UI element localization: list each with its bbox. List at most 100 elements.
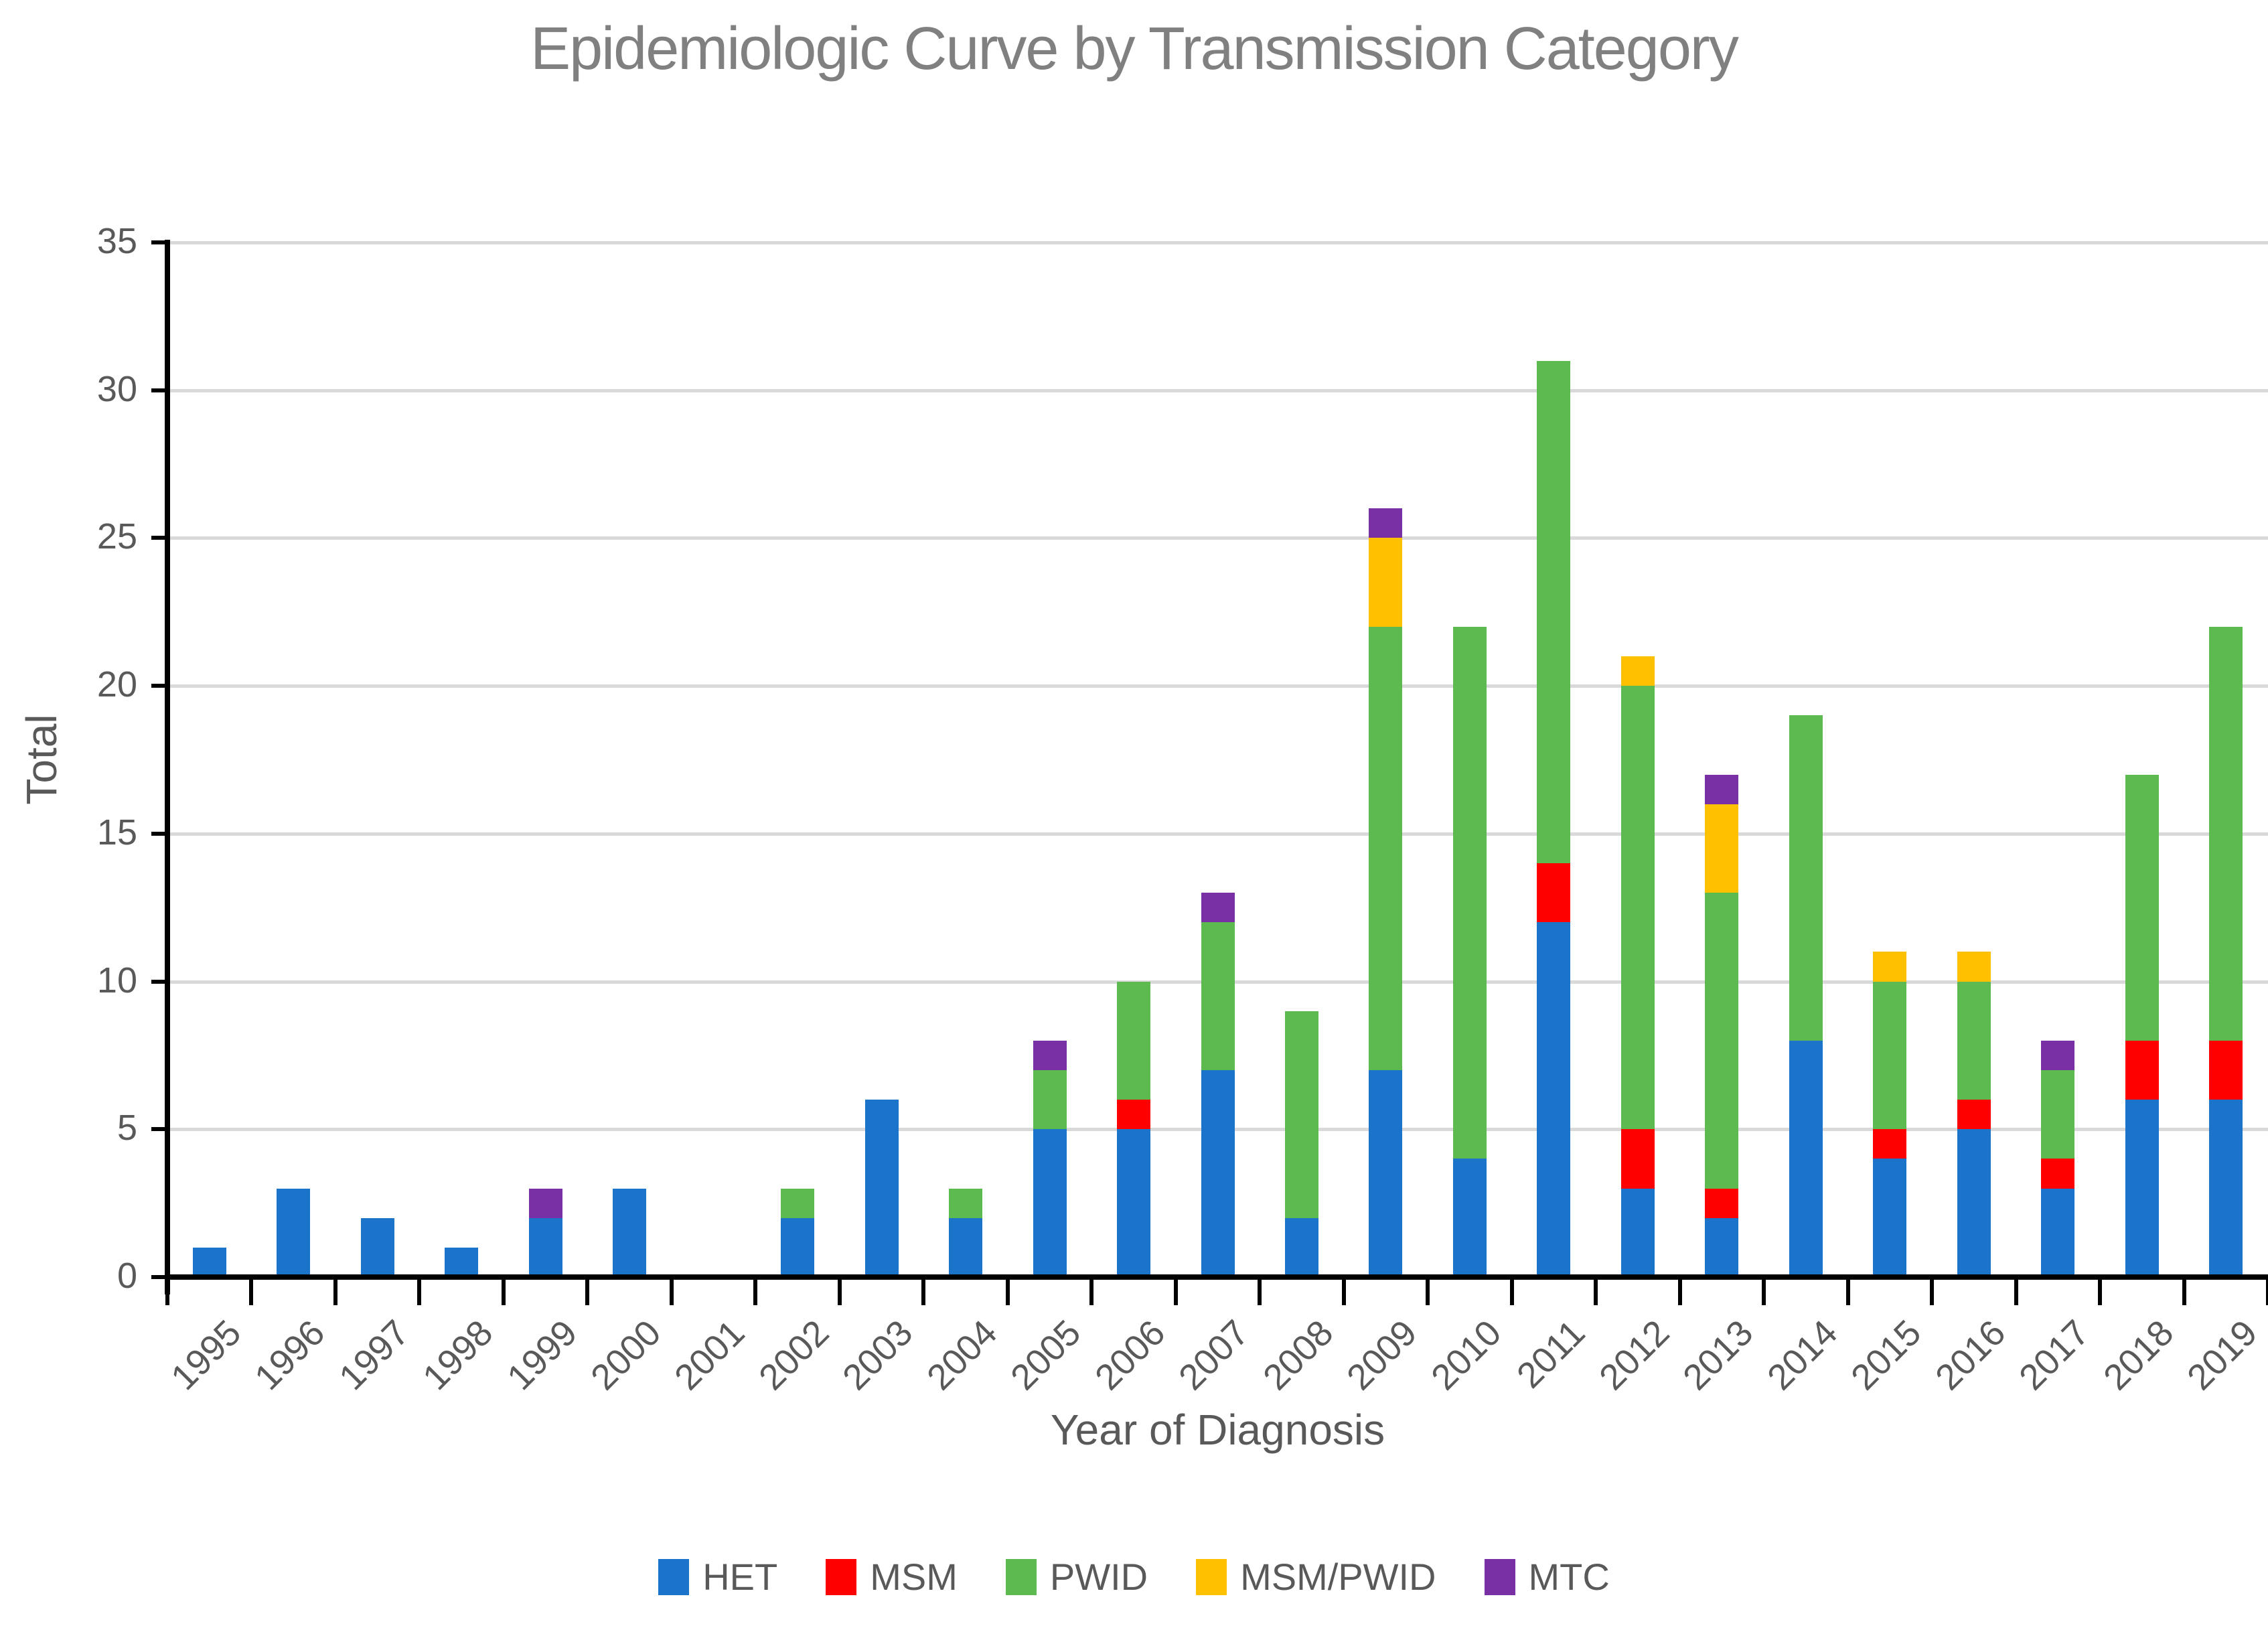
x-tick-18 [1677,1280,1682,1305]
x-tick-label-text-1997: 1997 [331,1312,417,1398]
y-tick-25 [151,536,167,540]
x-tick-8 [837,1280,842,1305]
x-tick-label-text-2001: 2001 [667,1312,753,1398]
bar-segment-PWID-2012 [1620,686,1655,1130]
legend-label-HET: HET [702,1556,778,1598]
y-tick-35 [151,240,167,244]
y-tick-label-30: 30 [96,368,137,409]
bar-segment-MSM-2013 [1705,1188,1739,1218]
y-tick-15 [151,831,167,836]
bar-segment-MSM-2018 [2125,1040,2159,1100]
bar-segment-PWID-2015 [1873,981,1907,1130]
bar-segment-HET-2007 [1201,1070,1235,1277]
x-tick-label-text-2019: 2019 [2180,1312,2265,1398]
bar-segment-HET-2004 [949,1217,983,1277]
x-tick-5 [585,1280,590,1305]
bar-segment-PWID-2013 [1705,893,1739,1189]
x-tick-22 [2014,1280,2018,1305]
bar-segment-HET-2003 [864,1100,899,1277]
y-tick-label-10: 10 [96,960,137,1000]
x-tick-13 [1258,1280,1262,1305]
x-tick-17 [1594,1280,1598,1305]
legend-item-MTC: MTC [1484,1555,1610,1599]
x-tick-label-text-1998: 1998 [415,1312,501,1398]
bar-segment-HET-2005 [1033,1129,1067,1277]
y-tick-label-20: 20 [96,664,137,705]
legend-swatch-HET [658,1558,690,1595]
y-tick-0 [151,1275,167,1279]
x-tick-label-text-2017: 2017 [2012,1312,2097,1398]
x-tick-19 [1762,1280,1766,1305]
bar-segment-MSM-2017 [2041,1159,2075,1189]
legend-item-MSM: MSM [826,1555,958,1599]
bar-segment-HET-1998 [445,1247,479,1277]
gridline-25 [167,536,2268,540]
x-axis-title: Year of Diagnosis [1050,1406,1385,1454]
gridline-35 [167,241,2268,244]
bar-segment-PWID-2004 [949,1188,983,1218]
bar-segment-MSM-2019 [2209,1040,2243,1100]
x-tick-16 [1509,1280,1514,1305]
bar-segment-MSM-2015 [1873,1129,1907,1159]
bar-segment-HET-2000 [613,1188,647,1277]
y-axis-line [165,240,170,1294]
x-tick-label-text-2014: 2014 [1759,1312,1845,1398]
bar-segment-MSM-2011 [1537,863,1571,923]
x-tick-9 [921,1280,926,1305]
bar-segment-HET-2009 [1369,1070,1403,1277]
legend: HET MSM PWID MSM/PWID MTC [0,1555,2268,1599]
bar-segment-HET-2010 [1452,1159,1487,1277]
x-tick-20 [1845,1280,1850,1305]
x-tick-label-text-2000: 2000 [583,1312,669,1398]
x-tick-14 [1341,1280,1346,1305]
legend-item-HET: HET [658,1555,777,1599]
bar-segment-HET-1997 [360,1217,394,1277]
bar-segment-MSM-PWID-2012 [1620,656,1655,686]
y-tick-label-0: 0 [117,1256,137,1296]
x-tick-21 [1930,1280,1935,1305]
bar-segment-HET-2014 [1789,1040,1823,1277]
bar-segment-HET-2013 [1705,1217,1739,1277]
bar-segment-HET-2008 [1284,1217,1318,1277]
bar-segment-MTC-2009 [1369,508,1403,538]
x-tick-24 [2182,1280,2186,1305]
bar-segment-MTC-2007 [1201,893,1235,923]
bar-segment-PWID-2007 [1201,922,1235,1070]
legend-label-PWID: PWID [1049,1556,1148,1598]
x-tick-4 [501,1280,506,1305]
bar-segment-MSM-PWID-2013 [1705,804,1739,893]
bar-segment-PWID-2016 [1957,981,1991,1100]
bar-segment-HET-2015 [1873,1159,1907,1277]
y-tick-20 [151,684,167,688]
x-tick-label-text-2016: 2016 [1927,1312,2014,1398]
x-tick-label-text-2004: 2004 [919,1312,1005,1398]
x-tick-label-text-1995: 1995 [163,1312,249,1398]
bar-segment-MTC-2017 [2041,1040,2075,1070]
y-tick-10 [151,979,167,984]
x-tick-23 [2098,1280,2103,1305]
x-tick-label-text-2003: 2003 [835,1312,921,1398]
bar-segment-HET-2002 [781,1217,815,1277]
x-tick-label-text-2015: 2015 [1843,1312,1929,1398]
chart-title: Epidemiologic Curve by Transmission Cate… [530,15,1739,82]
x-axis-line [165,1274,2268,1280]
bar-segment-MSM-PWID-2015 [1873,952,1907,982]
x-tick-10 [1005,1280,1010,1305]
legend-swatch-MSM-PWID [1196,1558,1227,1595]
bar-segment-HET-2019 [2209,1100,2243,1277]
x-tick-label-text-2006: 2006 [1087,1312,1173,1398]
bar-segment-HET-1999 [528,1217,562,1277]
bar-segment-MSM-2006 [1117,1100,1151,1130]
x-tick-label-text-1996: 1996 [247,1312,333,1398]
bar-segment-HET-2012 [1620,1188,1655,1277]
bar-segment-HET-2016 [1957,1129,1991,1277]
x-tick-label-text-2012: 2012 [1591,1312,1677,1398]
legend-item-MSM-PWID: MSM/PWID [1196,1555,1436,1599]
x-tick-2 [333,1280,337,1305]
x-tick-6 [669,1280,674,1305]
bar-segment-MSM-PWID-2016 [1957,952,1991,982]
bar-segment-MSM-2012 [1620,1129,1655,1189]
bar-segment-PWID-2010 [1452,626,1487,1159]
y-tick-label-25: 25 [96,516,137,557]
bar-segment-MSM-PWID-2009 [1369,538,1403,627]
